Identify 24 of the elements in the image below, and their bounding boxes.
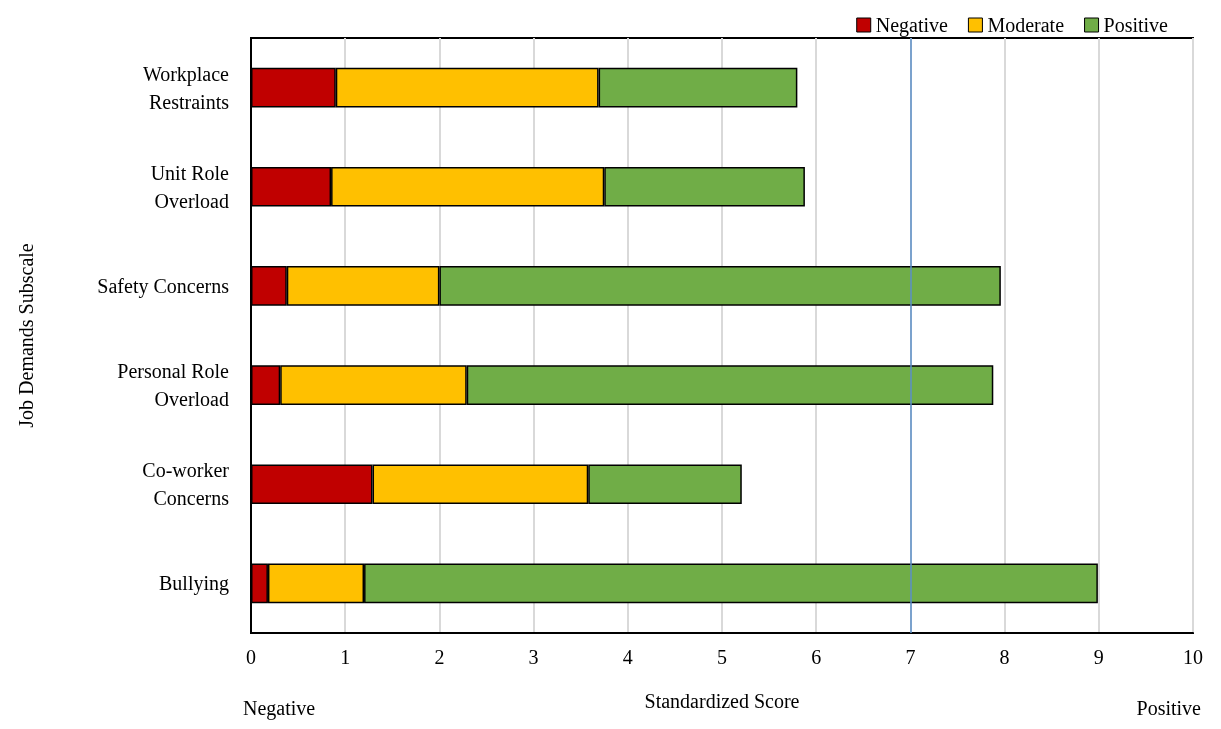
y-tick-label: Co-worker Concerns [142,459,230,510]
x-tick-label: 8 [999,646,1010,668]
x-tick-label: 1 [340,646,351,668]
legend-label: Negative [875,14,949,37]
y-axis-title: Job Demands Subscale [15,243,37,428]
x-tick-label: 4 [622,646,633,668]
legend-label: Moderate [987,14,1065,36]
x-tick-label: 2 [434,646,445,668]
y-tick-label: Safety Concerns [97,274,230,298]
y-tick-label: Bullying [158,572,229,596]
x-tick-label: 9 [1093,646,1104,668]
x-tick-label: 10 [1183,646,1203,668]
y-tick-label: Unit Role Overload [150,161,230,212]
x-tick-label: 7 [905,646,916,668]
x-tick-label: 5 [717,646,727,668]
y-tick-label: Workplace Restraints [142,62,230,113]
x-tick-label: 3 [528,646,539,668]
text: Positive [1136,697,1202,719]
x-tick-label: 6 [811,646,822,668]
text: Negative [243,697,316,720]
x-axis-title: Standardized Score [644,690,800,712]
legend-label: Positive [1103,14,1169,36]
y-tick-label: Personal Role Overload [117,360,230,411]
x-tick-label: 0 [246,646,256,668]
